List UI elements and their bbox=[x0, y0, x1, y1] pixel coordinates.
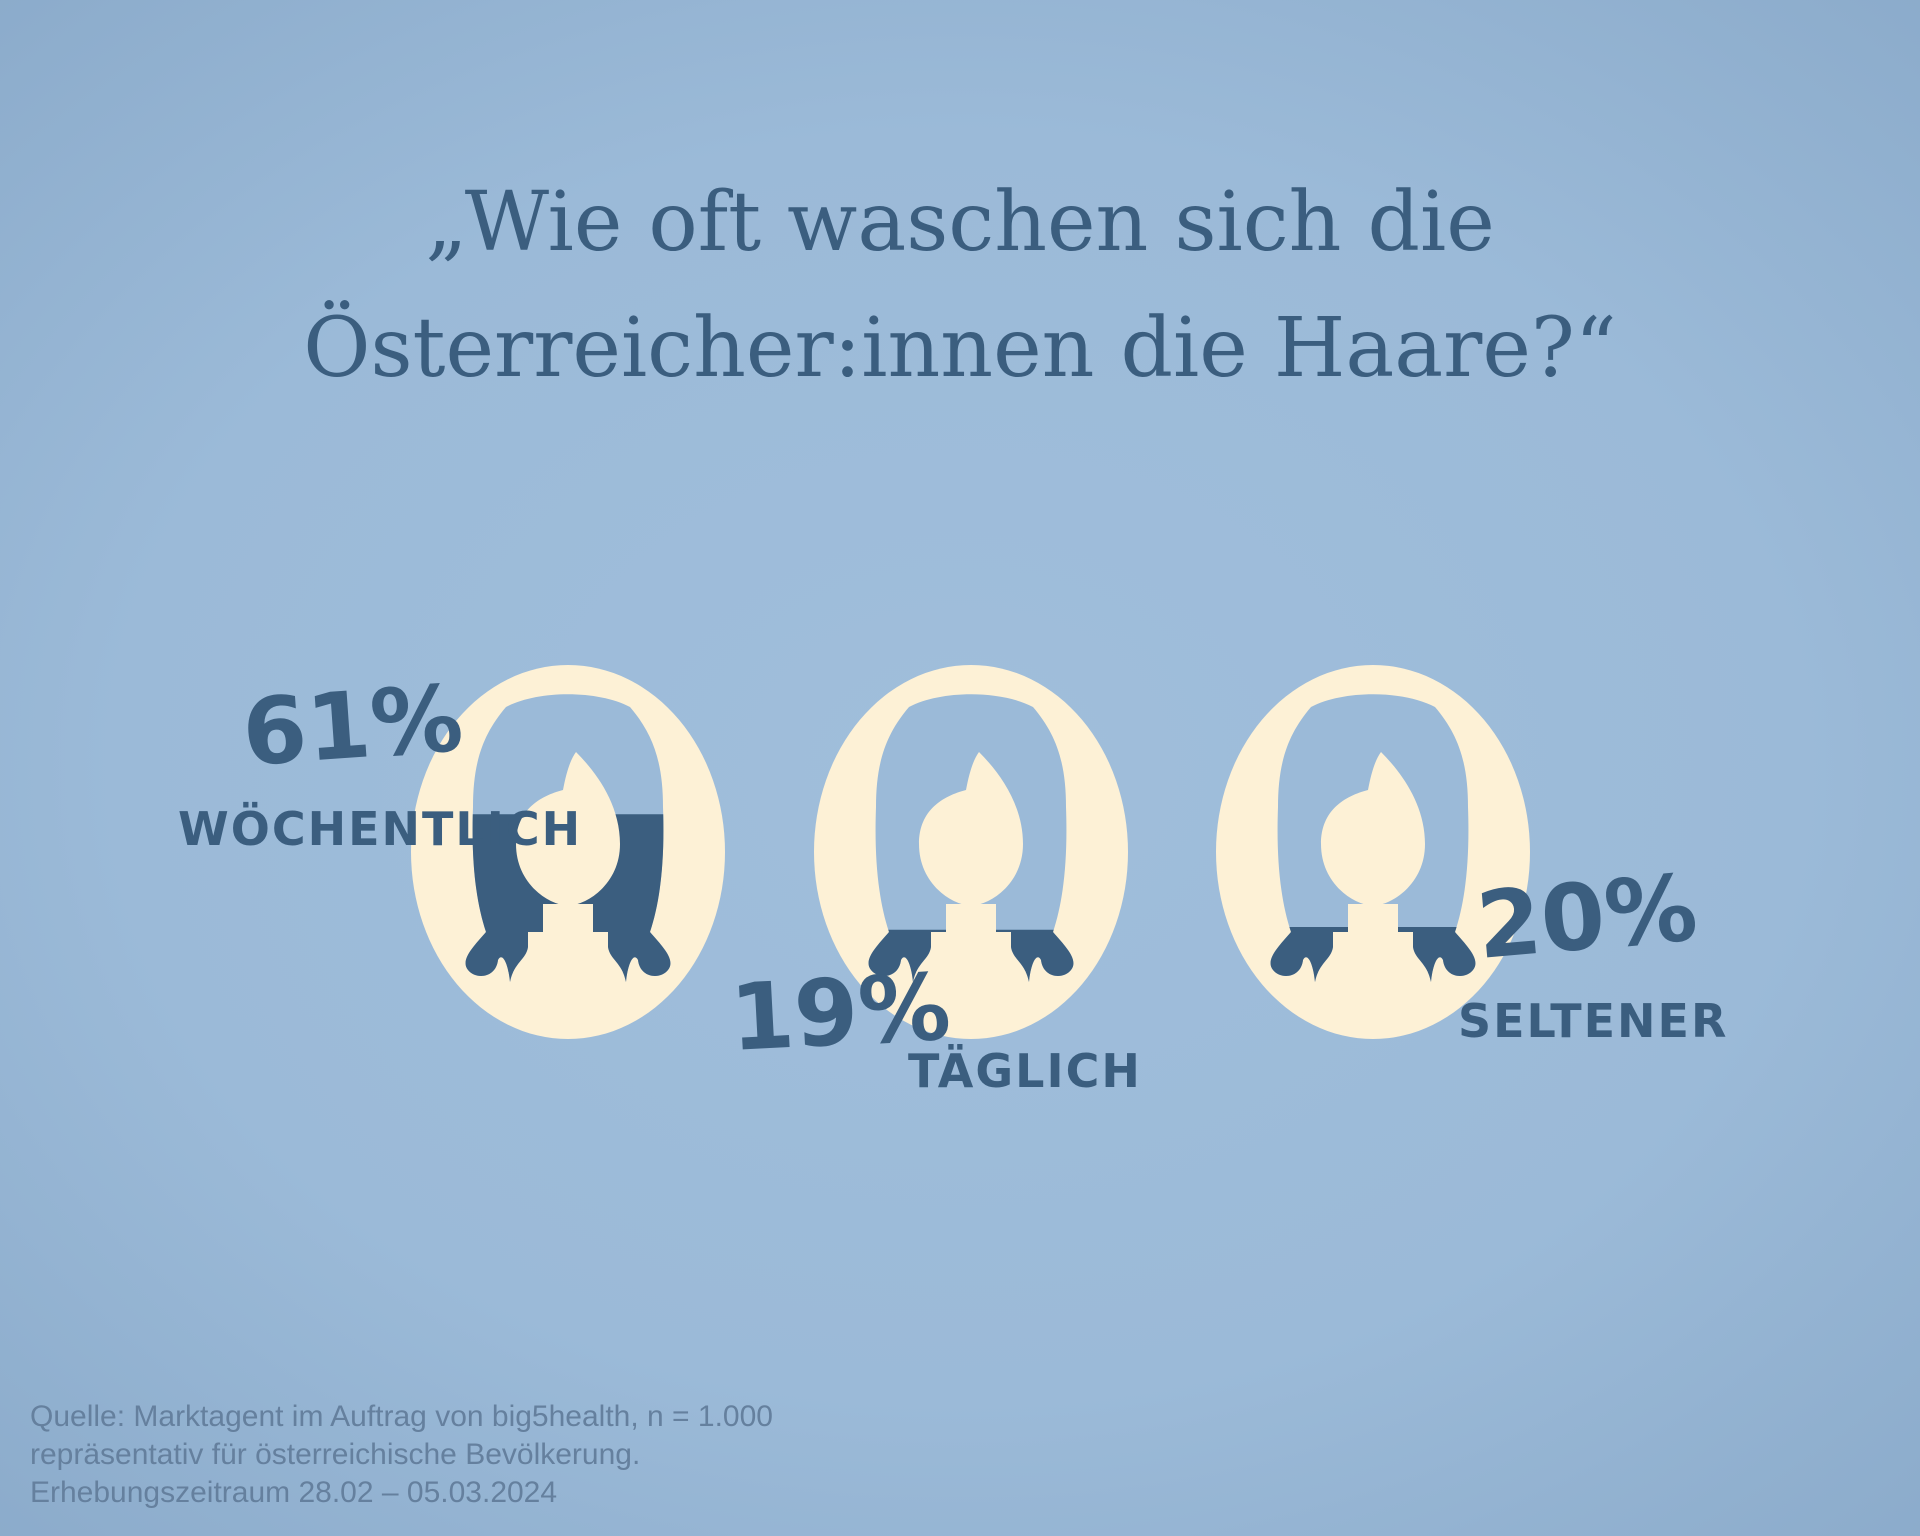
value-label: 61% bbox=[239, 665, 466, 787]
source-line-3: Erhebungszeitraum 28.02 – 05.03.2024 bbox=[30, 1476, 558, 1509]
source-note: Quelle: Marktagent im Auftrag von big5he… bbox=[30, 1398, 773, 1512]
category-label: TÄGLICH bbox=[908, 1044, 1142, 1098]
value-label: 19% bbox=[728, 954, 954, 1072]
chart-title-line-1: „Wie oft waschen sich die bbox=[425, 175, 1495, 270]
category-label: WÖCHENTLICH bbox=[178, 802, 582, 856]
figure-wöchentlich: 61% WÖCHENTLICH bbox=[178, 665, 725, 1039]
chart-title: „Wie oft waschen sich die Österreicher:i… bbox=[0, 160, 1920, 412]
value-label: 20% bbox=[1473, 854, 1702, 980]
figure-täglich: 19%TÄGLICH bbox=[728, 665, 1142, 1098]
source-line-2: repräsentativ für österreichische Bevölk… bbox=[30, 1438, 641, 1471]
figure-seltener: 20% SELTENER bbox=[1216, 665, 1728, 1048]
chart-title-line-2: Österreicher:innen die Haare?“ bbox=[303, 301, 1617, 396]
category-label: SELTENER bbox=[1458, 994, 1728, 1048]
figures-group: 61% WÖCHENTLICH 19%TÄGLICH 20% SELTENER bbox=[178, 665, 1728, 1098]
source-line-1: Quelle: Marktagent im Auftrag von big5he… bbox=[30, 1400, 773, 1433]
